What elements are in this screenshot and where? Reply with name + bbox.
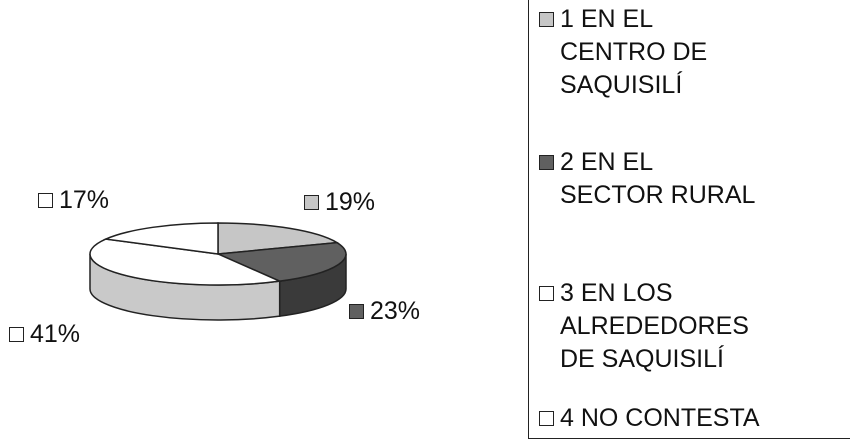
pie-slice-3 <box>89 238 283 286</box>
data-label-2-swatch <box>349 303 364 319</box>
data-label-1: 19% <box>304 187 375 217</box>
pie-slice-4 <box>103 222 219 255</box>
data-label-4: 17% <box>38 185 109 215</box>
data-label-2: 23% <box>349 296 420 326</box>
data-label-3-swatch <box>9 326 24 342</box>
data-label-1-swatch <box>304 194 319 210</box>
data-label-4-swatch <box>38 192 53 208</box>
legend-item-1: 1 EN EL CENTRO DE SAQUISILÍ <box>539 3 707 102</box>
pie-slice-1 <box>217 222 340 255</box>
data-label-3: 41% <box>9 319 80 349</box>
legend-swatch-1 <box>539 12 554 27</box>
pie-slice-2 <box>215 241 347 282</box>
legend-swatch-4 <box>539 411 554 426</box>
legend-swatch-2 <box>539 155 554 170</box>
legend-swatch-3 <box>539 286 554 301</box>
legend-item-4: 4 NO CONTESTA <box>539 402 760 435</box>
legend-item-3: 3 EN LOS ALREDEDORES DE SAQUISILÍ <box>539 277 749 376</box>
legend: 1 EN EL CENTRO DE SAQUISILÍ 2 EN EL SECT… <box>528 0 850 439</box>
legend-item-2: 2 EN EL SECTOR RURAL <box>539 146 755 212</box>
